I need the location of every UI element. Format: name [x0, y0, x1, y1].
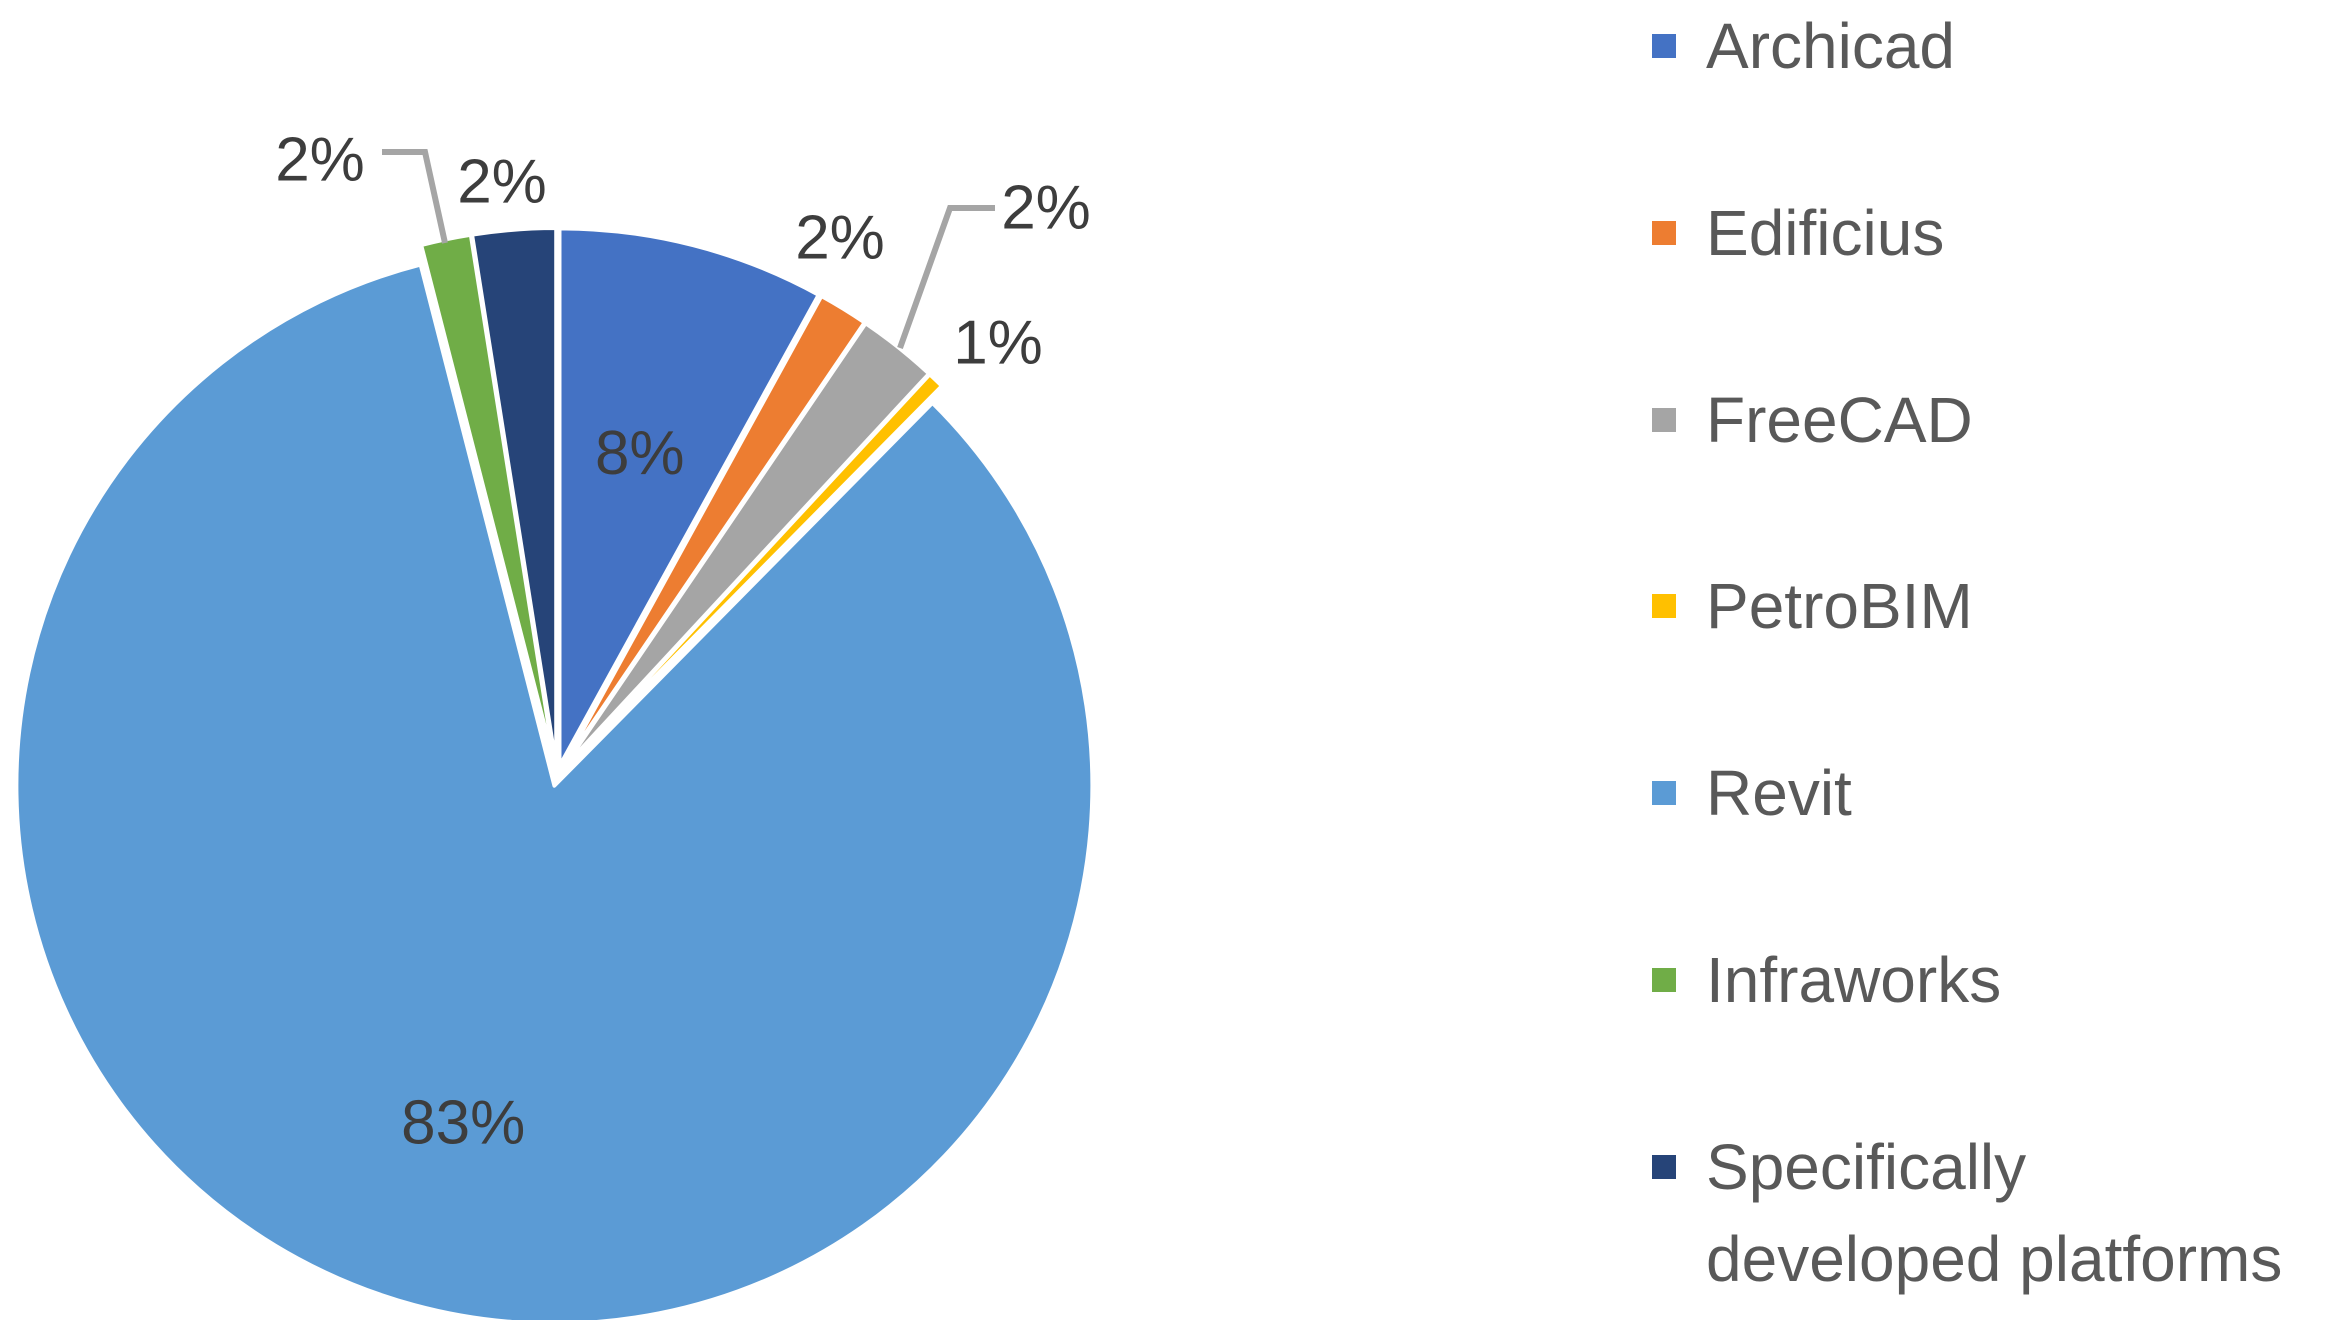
pie-slice-petrobim — [561, 372, 944, 771]
leader-line-infraworks — [382, 149, 448, 244]
legend-swatch-freecad — [1652, 408, 1676, 432]
legend-swatch-specifically-developed-platforms — [1652, 1155, 1676, 1179]
legend-label-petrobim: PetroBIM — [1706, 570, 1973, 642]
data-label-freecad: 2% — [1001, 174, 1091, 243]
pie-slice-specifically-developed-platforms — [470, 226, 559, 769]
legend: Archicad Edificius FreeCAD PetroBIM Revi… — [1652, 10, 2282, 1295]
pie-slices — [14, 226, 1095, 1320]
data-label-petrobim: 1% — [953, 309, 1043, 378]
data-label-archicad: 8% — [595, 419, 685, 488]
legend-label-infraworks: Infraworks — [1706, 944, 2001, 1016]
legend-label-specifically-line2: developed platforms — [1706, 1223, 2282, 1295]
legend-swatch-infraworks — [1652, 968, 1676, 992]
legend-swatch-petrobim — [1652, 594, 1676, 618]
legend-label-specifically-line1: Specifically — [1706, 1131, 2026, 1203]
pie-slice-revit — [14, 262, 1095, 1320]
legend-swatch-archicad — [1652, 34, 1676, 58]
legend-label-archicad: Archicad — [1706, 10, 1955, 82]
legend-label-edificius: Edificius — [1706, 197, 1944, 269]
legend-swatch-revit — [1652, 781, 1676, 805]
leader-line-freecad — [897, 205, 995, 350]
data-label-revit: 83% — [401, 1089, 525, 1158]
data-label-infraworks: 2% — [275, 126, 365, 195]
legend-swatch-edificius — [1652, 221, 1676, 245]
legend-label-freecad: FreeCAD — [1706, 384, 1973, 456]
legend-label-revit: Revit — [1706, 757, 1852, 829]
leader-lines — [382, 149, 995, 350]
data-label-edificius: 2% — [795, 204, 885, 273]
data-labels: 8% 2% 2% 1% 83% 2% 2% — [275, 126, 1091, 1158]
pie-slice-archicad — [557, 226, 821, 769]
data-label-specifically-developed-platforms: 2% — [457, 148, 547, 217]
